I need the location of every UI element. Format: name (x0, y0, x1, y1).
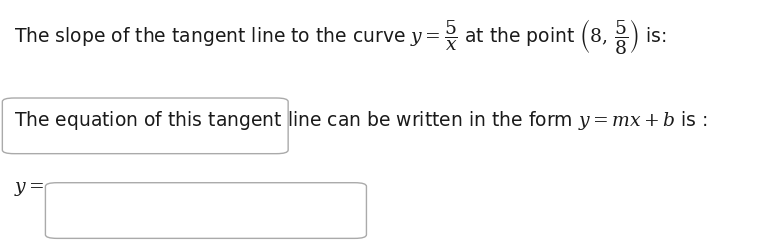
Text: The slope of the tangent line to the curve $y = \dfrac{5}{x}$ at the point $\lef: The slope of the tangent line to the cur… (14, 17, 666, 56)
Text: $y =$: $y =$ (14, 179, 45, 198)
FancyBboxPatch shape (2, 98, 288, 154)
Text: The equation of this tangent line can be written in the form $y = mx + b$ is :: The equation of this tangent line can be… (14, 109, 708, 132)
FancyBboxPatch shape (45, 183, 366, 238)
